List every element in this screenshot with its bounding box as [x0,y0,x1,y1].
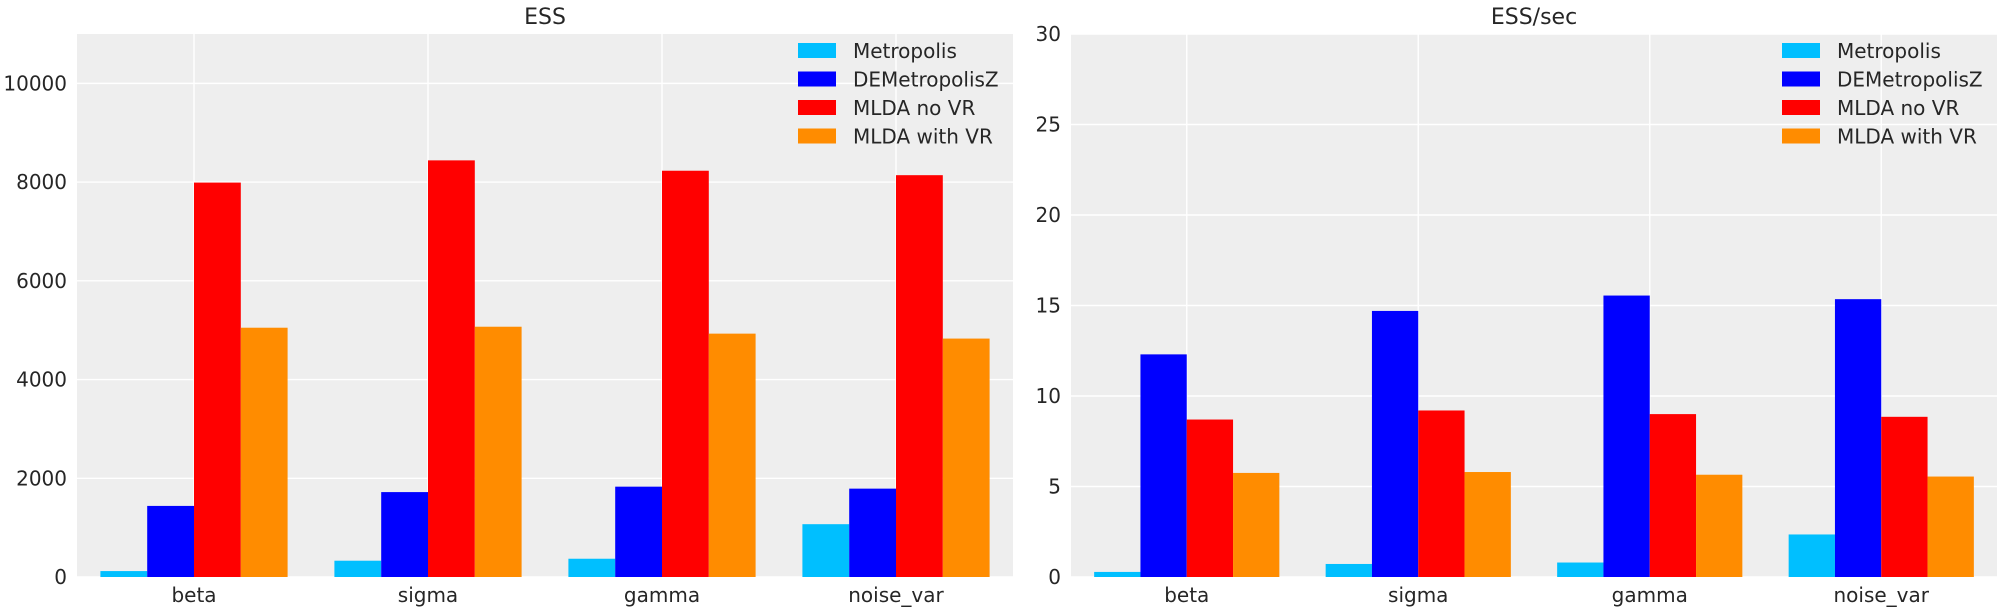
legend-swatch [798,128,836,144]
y-tick-label: 10000 [3,71,67,95]
legend-label: MLDA with VR [853,125,993,149]
y-tick-label: 2000 [16,466,67,490]
chart-panel-1: 0 2000 4000 6000 8000 10000 beta sigma gamma nois… [3,5,1013,607]
legend-label: MLDA with VR [1837,125,1977,149]
x-tick-label: noise_var [1833,583,1929,607]
bar-demetropolisz-beta [1140,354,1187,577]
bar-mlda-no-vr-noise_var [896,175,943,577]
x-tick-label: sigma [398,583,458,607]
bar-demetropolisz-sigma [1371,310,1419,577]
y-tick-label: 25 [1036,113,1061,137]
bar-metropolis-beta [100,571,148,577]
chart-title: ESS/sec [1491,5,1577,30]
bar-demetropolisz-noise_var [849,488,896,577]
bar-metropolis-gamma [1557,562,1604,577]
bar-mlda-with-vr-beta [240,327,288,577]
bar-mlda-with-vr-beta [1233,472,1280,577]
bar-metropolis-sigma [1325,563,1372,577]
legend-label: MLDA no VR [853,96,975,120]
bar-metropolis-gamma [568,558,616,577]
y-tick-label: 10 [1036,384,1061,408]
legend-swatch [798,71,836,87]
x-tick-label: gamma [1612,583,1688,607]
y-tick-label: 0 [1048,565,1061,589]
legend-swatch [1782,128,1820,144]
legend-label: Metropolis [853,39,957,63]
bar-metropolis-noise_var [802,524,850,577]
legend-swatch [1782,100,1820,115]
bar-mlda-with-vr-gamma [708,333,756,577]
bar-mlda-no-vr-beta [1186,419,1234,577]
bar-metropolis-sigma [334,560,382,577]
bar-mlda-no-vr-gamma [1649,414,1697,577]
bar-mlda-with-vr-noise_var [1927,476,1974,577]
legend-swatch [1782,43,1820,58]
y-tick-label: 30 [1036,22,1061,46]
bar-demetropolisz-gamma [1603,295,1650,577]
bar-metropolis-beta [1094,571,1141,577]
chart-title: ESS [524,5,566,30]
legend-swatch [1782,71,1820,87]
legend-label: DEMetropolisZ [1837,68,1983,92]
bar-mlda-with-vr-gamma [1696,474,1743,577]
x-tick-label: sigma [1388,583,1448,607]
y-tick-label: 5 [1048,475,1061,499]
legend-label: DEMetropolisZ [853,68,999,92]
y-tick-label: 15 [1036,294,1061,318]
y-tick-label: 4000 [16,368,67,392]
y-tick-label: 20 [1036,203,1061,227]
legend-label: Metropolis [1837,39,1941,63]
bar-mlda-no-vr-beta [194,182,241,578]
legend-label: MLDA no VR [1837,96,1959,120]
bar-demetropolisz-beta [147,505,194,577]
bar-mlda-no-vr-sigma [428,160,475,577]
bar-mlda-no-vr-gamma [662,170,709,577]
bar-mlda-no-vr-sigma [1418,410,1465,577]
bar-demetropolisz-sigma [381,492,428,577]
bar-mlda-with-vr-sigma [1464,472,1511,577]
x-tick-label: beta [171,583,216,607]
bar-mlda-with-vr-noise_var [942,338,990,577]
x-tick-label: noise_var [848,583,944,607]
bar-mlda-with-vr-sigma [474,326,522,577]
bar-demetropolisz-noise_var [1834,299,1882,577]
chart-panel-2: 0 5 10 15 20 25 30 beta sigma gamma noise_var ESS/s… [1036,5,1997,607]
x-tick-label: gamma [624,583,700,607]
legend: Metropolis DEMetropolisZ MLDA no VR MLDA wi… [798,39,999,149]
x-tick-label: beta [1164,583,1209,607]
bar-metropolis-noise_var [1788,534,1835,577]
y-tick-label: 0 [54,565,67,589]
bar-demetropolisz-gamma [615,486,662,577]
y-tick-label: 8000 [16,170,67,194]
legend-swatch [798,43,836,58]
legend: Metropolis DEMetropolisZ MLDA no VR MLDA wi… [1782,39,1983,149]
y-tick-label: 6000 [16,269,67,293]
legend-swatch [798,100,836,115]
bar-mlda-no-vr-noise_var [1881,416,1928,577]
